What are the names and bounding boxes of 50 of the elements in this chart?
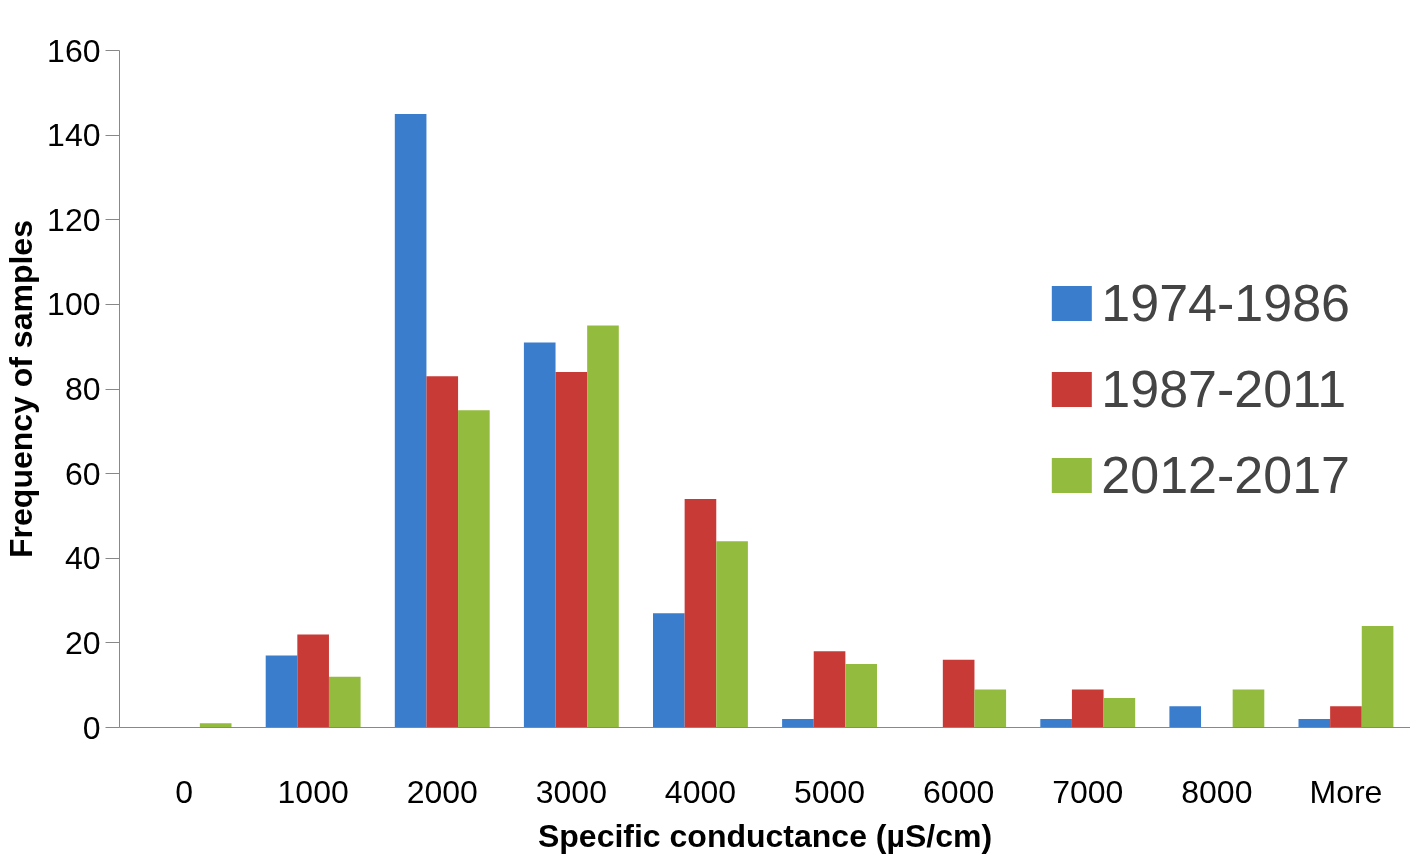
bar	[716, 541, 748, 728]
y-tick-label: 100	[47, 286, 101, 323]
y-tick-label: 80	[64, 371, 101, 407]
y-axis-title: Frequency of samples	[3, 220, 40, 558]
bar	[1361, 625, 1394, 728]
bar	[1330, 706, 1362, 728]
x-tick-label: 6000	[923, 773, 995, 810]
bar	[328, 676, 361, 728]
x-tick-label: More	[1309, 773, 1383, 810]
bar	[684, 499, 717, 728]
legend-label: 1987-2011	[1101, 358, 1347, 419]
bar	[1103, 697, 1136, 728]
x-tick-label: 5000	[793, 773, 866, 810]
bar	[1071, 689, 1104, 728]
bar	[1169, 706, 1202, 728]
y-tick-label: 0	[82, 709, 101, 746]
bar	[587, 325, 619, 728]
x-tick-label: 2000	[406, 773, 478, 810]
bar	[265, 655, 298, 728]
legend-label: 2012-2017	[1101, 444, 1350, 505]
bar	[942, 659, 975, 728]
bar	[458, 410, 490, 728]
x-tick-label: 1000	[277, 773, 349, 810]
x-tick-label: 4000	[664, 773, 737, 810]
bar	[813, 651, 846, 728]
x-axis-title: Specific conductance (µS/cm)	[537, 817, 993, 854]
y-tick-label: 20	[64, 624, 101, 661]
y-tick-label: 160	[47, 32, 101, 69]
bar	[845, 664, 877, 728]
y-tick-label: 120	[47, 201, 101, 238]
bar	[1232, 689, 1265, 728]
bar	[394, 113, 427, 728]
bar	[297, 634, 329, 728]
bar	[782, 719, 814, 728]
y-tick-label: 60	[64, 455, 101, 492]
x-tick-label: 8000	[1181, 773, 1253, 810]
bar	[199, 723, 232, 728]
bar	[523, 342, 556, 728]
bar	[1298, 719, 1331, 728]
bar	[555, 372, 588, 728]
y-tick-label: 140	[47, 117, 101, 154]
legend-label: 1974-1986	[1101, 272, 1350, 333]
bar	[653, 613, 685, 728]
x-tick-label: 3000	[535, 773, 607, 810]
x-tick-label: 0	[175, 773, 193, 810]
y-tick-label: 40	[64, 540, 101, 577]
bar	[426, 376, 459, 728]
x-tick-label: 7000	[1052, 773, 1124, 810]
bar	[1040, 719, 1072, 728]
bar	[974, 689, 1007, 728]
